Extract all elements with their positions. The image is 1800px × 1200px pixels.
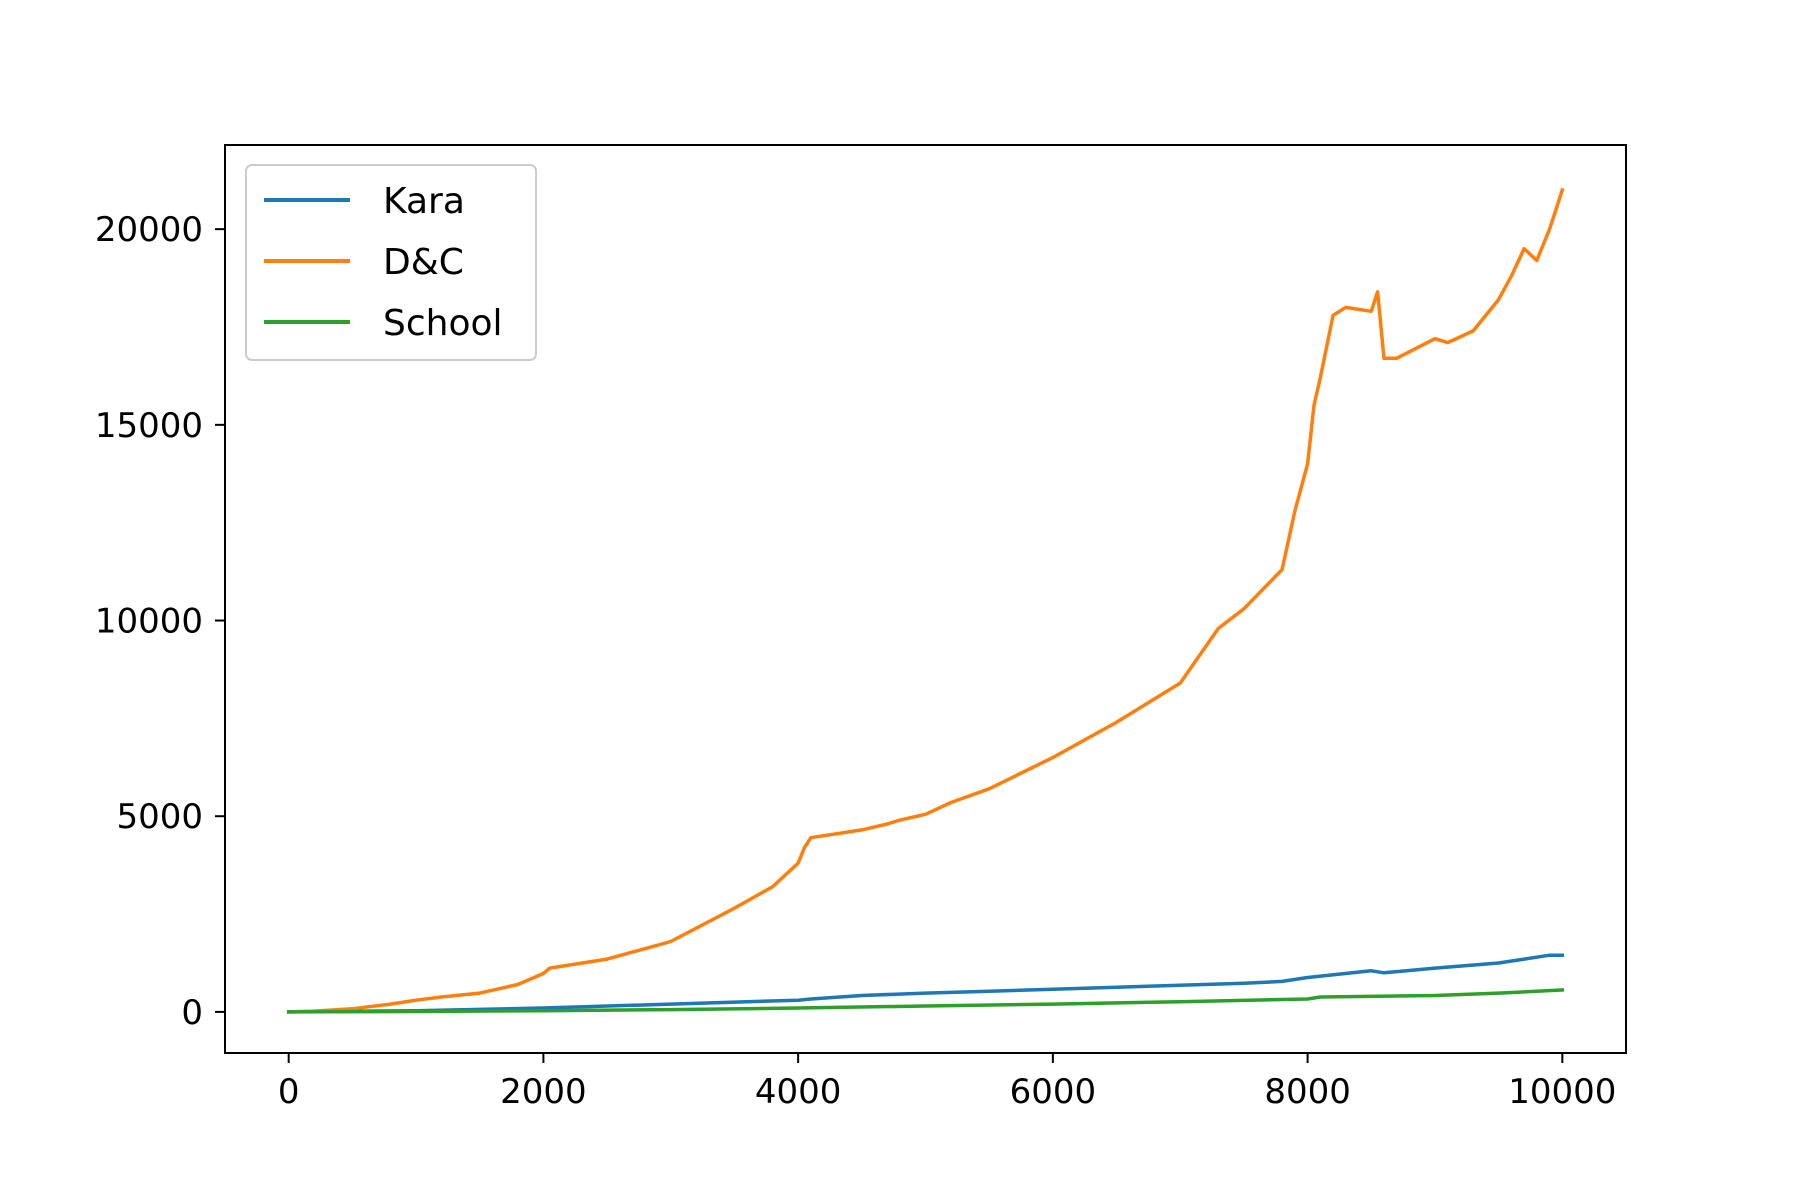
y-tick-label-1: 5000 [116, 797, 203, 837]
plot-frame [224, 144, 1627, 1054]
legend-label-1: D&C [383, 242, 464, 283]
legend-label-0: Kara [383, 181, 465, 222]
y-tick-label-3: 15000 [95, 406, 203, 446]
legend-frame [245, 164, 537, 361]
legend: Kara D&C School [245, 164, 537, 361]
y-tick-label-0: 0 [181, 993, 203, 1033]
y-tick-label-2: 10000 [95, 602, 203, 642]
x-tick-label-2: 4000 [755, 1072, 842, 1112]
x-tick-label-1: 2000 [500, 1072, 587, 1112]
series-line-0 [286, 953, 1565, 1014]
x-axis: 0 2000 4000 6000 8000 10000 [278, 1053, 1616, 1112]
x-tick-label-3: 6000 [1010, 1072, 1097, 1112]
series-layer [286, 187, 1565, 1014]
legend-label-2: School [383, 303, 503, 344]
y-axis: 0 5000 10000 15000 20000 [95, 210, 225, 1033]
x-tick-label-4: 8000 [1264, 1072, 1351, 1112]
series-line-2 [286, 988, 1565, 1014]
x-tick-label-5: 10000 [1508, 1072, 1616, 1112]
y-tick-label-4: 20000 [95, 210, 203, 250]
x-tick-label-0: 0 [278, 1072, 300, 1112]
series-line-1 [286, 187, 1565, 1014]
